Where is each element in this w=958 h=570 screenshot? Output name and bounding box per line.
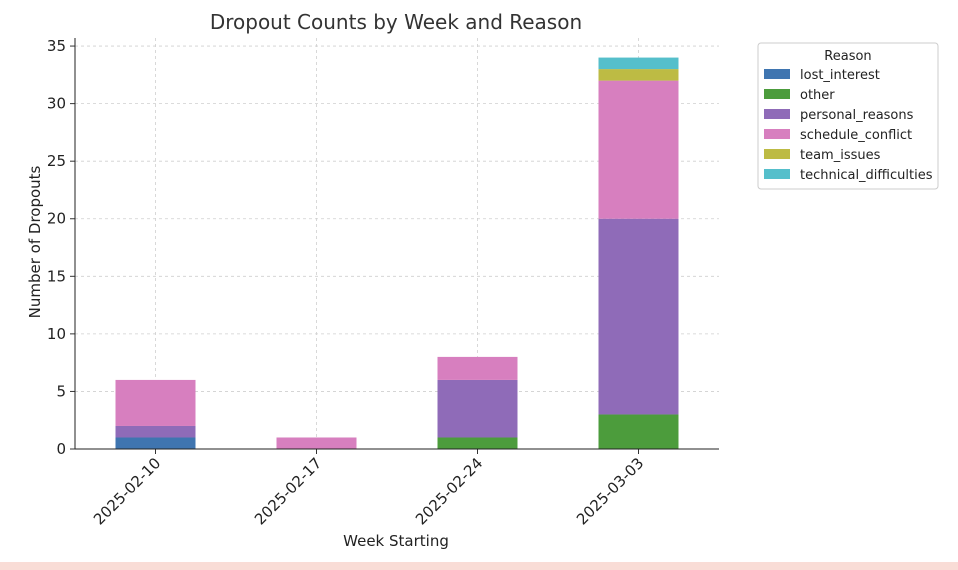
bar-segment-other — [437, 437, 518, 449]
chart-title: Dropout Counts by Week and Reason — [210, 10, 582, 34]
x-tick-label: 2025-02-24 — [412, 454, 486, 528]
legend-swatch — [764, 69, 790, 79]
bar-segment-technical-difficulties — [598, 57, 679, 70]
bar-segment-schedule-conflict — [276, 437, 357, 449]
bottom-strip — [0, 562, 958, 570]
x-tick-label: 2025-02-17 — [251, 454, 325, 528]
legend-label: technical_difficulties — [800, 168, 933, 183]
bar-segment-schedule-conflict — [437, 356, 518, 380]
legend-swatch — [764, 169, 790, 179]
legend-box — [757, 42, 939, 190]
y-tick-label: 5 — [56, 382, 66, 400]
y-axis-label: Number of Dropouts — [26, 165, 44, 318]
bar-segment-lost-interest — [115, 437, 196, 449]
y-tick-label: 10 — [47, 325, 66, 343]
bar-segment-team-issues — [598, 69, 679, 81]
bar-segment-personal-reasons — [437, 379, 518, 438]
y-tick-label: 15 — [47, 267, 66, 285]
x-axis-label: Week Starting — [343, 532, 449, 550]
y-tick-label: 20 — [47, 210, 66, 228]
bars — [115, 57, 679, 449]
legend-label: personal_reasons — [800, 108, 914, 123]
legend-label: lost_interest — [800, 68, 880, 83]
y-tick-label: 25 — [47, 152, 66, 170]
legend-label: schedule_conflict — [800, 128, 912, 143]
y-tick-label: 0 — [56, 440, 66, 458]
legend-swatch — [764, 109, 790, 119]
y-tick-label: 35 — [47, 37, 66, 55]
legend-swatch — [764, 129, 790, 139]
legend-label: team_issues — [800, 148, 881, 163]
x-tick-label: 2025-03-03 — [573, 454, 647, 528]
bar-segment-other — [598, 414, 679, 449]
x-tick-label: 2025-02-10 — [90, 454, 164, 528]
legend-swatch — [764, 89, 790, 99]
bar-segment-schedule-conflict — [115, 379, 196, 426]
legend-swatch — [764, 149, 790, 159]
bar-segment-personal-reasons — [115, 425, 196, 438]
bar-segment-schedule-conflict — [598, 80, 679, 219]
y-tick-label: 30 — [47, 95, 66, 113]
legend-title: Reason — [824, 49, 871, 64]
legend-label: other — [800, 88, 835, 103]
bar-segment-personal-reasons — [598, 218, 679, 415]
